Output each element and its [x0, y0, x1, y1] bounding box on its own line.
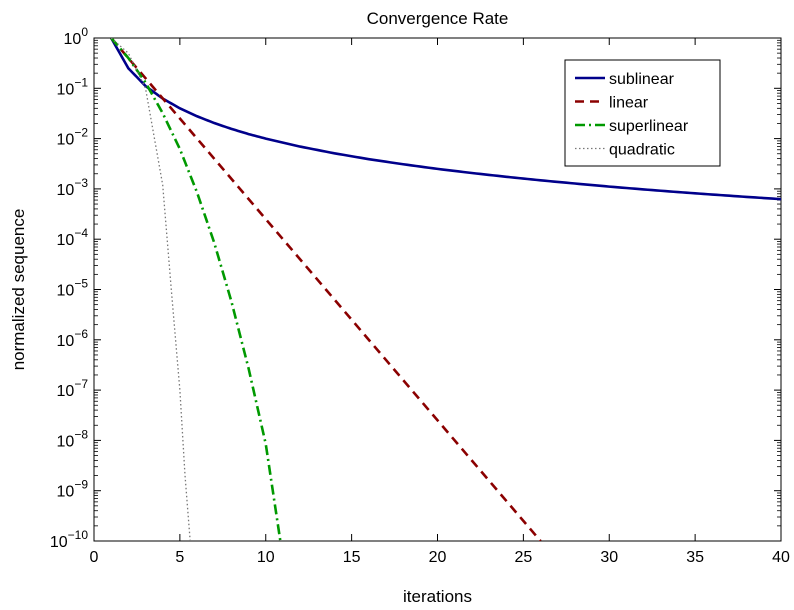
- series-line-sublinear: [110, 38, 781, 201]
- x-tick-label: 30: [600, 549, 618, 566]
- y-tick-label-exp: −2: [74, 126, 88, 140]
- y-tick-label-exp: −8: [74, 427, 88, 441]
- y-tick-label: 10−4: [57, 226, 89, 249]
- y-tick-label: 10−9: [57, 478, 89, 501]
- y-axis-title: normalized sequence: [9, 209, 28, 371]
- y-tick-label: 10−8: [57, 427, 89, 450]
- y-tick-label-exp: −7: [74, 377, 88, 391]
- y-tick-label-exp: −10: [68, 528, 89, 542]
- y-tick-label: 10−10: [50, 528, 88, 551]
- series-line-linear: [110, 38, 542, 541]
- y-tick-label: 10−2: [57, 126, 89, 149]
- series-line-superlinear: [110, 38, 282, 541]
- y-tick-label-base: 10: [57, 484, 75, 501]
- x-tick-label: 0: [90, 549, 99, 566]
- y-tick-label-exp: −5: [74, 277, 88, 291]
- y-tick-label-base: 10: [64, 31, 82, 48]
- y-tick-label-exp: −9: [74, 478, 88, 492]
- y-tick-label-exp: −4: [74, 226, 88, 240]
- y-tick-label-exp: −6: [74, 327, 88, 341]
- y-tick-label: 10−6: [57, 327, 89, 350]
- y-tick-label-base: 10: [57, 333, 75, 350]
- y-tick-label-exp: −1: [74, 75, 88, 89]
- plot-area: 0 5 10 15 20 25 30 35 4010010−110−210−310−410−51…: [50, 25, 790, 566]
- y-tick-label-base: 10: [57, 433, 75, 450]
- y-tick-label: 100: [64, 25, 89, 48]
- x-tick-label: 40: [772, 549, 790, 566]
- y-tick-label-base: 10: [57, 81, 75, 98]
- x-axis-title: iterations: [403, 587, 472, 606]
- y-tick-label: 10−7: [57, 377, 89, 400]
- x-tick-label: 20: [429, 549, 447, 566]
- x-tick-label: 15: [343, 549, 361, 566]
- chart-title: Convergence Rate: [367, 9, 509, 28]
- y-tick-label-base: 10: [57, 132, 75, 149]
- y-tick-label: 10−3: [57, 176, 89, 199]
- y-tick-label-base: 10: [50, 534, 68, 551]
- legend: sublinear linear superlinear quadratic: [564, 59, 721, 167]
- y-tick-label-base: 10: [57, 283, 75, 300]
- y-tick-label-base: 10: [57, 232, 75, 249]
- legend-label: quadratic: [609, 142, 675, 159]
- x-tick-label: 5: [175, 549, 184, 566]
- x-tick-label: 35: [686, 549, 704, 566]
- series-line-quadratic: [110, 38, 191, 541]
- y-tick-label-exp: −3: [74, 176, 88, 190]
- legend-box: [564, 59, 721, 167]
- x-tick-label: 10: [257, 549, 275, 566]
- legend-label: superlinear: [609, 118, 689, 135]
- legend-label: linear: [609, 95, 649, 112]
- y-tick-label-base: 10: [57, 182, 75, 199]
- y-tick-label: 10−5: [57, 277, 89, 300]
- y-tick-label-exp: 0: [81, 25, 88, 39]
- legend-label: sublinear: [609, 71, 675, 88]
- y-tick-label: 10−1: [57, 75, 89, 98]
- y-tick-label-base: 10: [57, 383, 75, 400]
- x-tick-label: 25: [514, 549, 532, 566]
